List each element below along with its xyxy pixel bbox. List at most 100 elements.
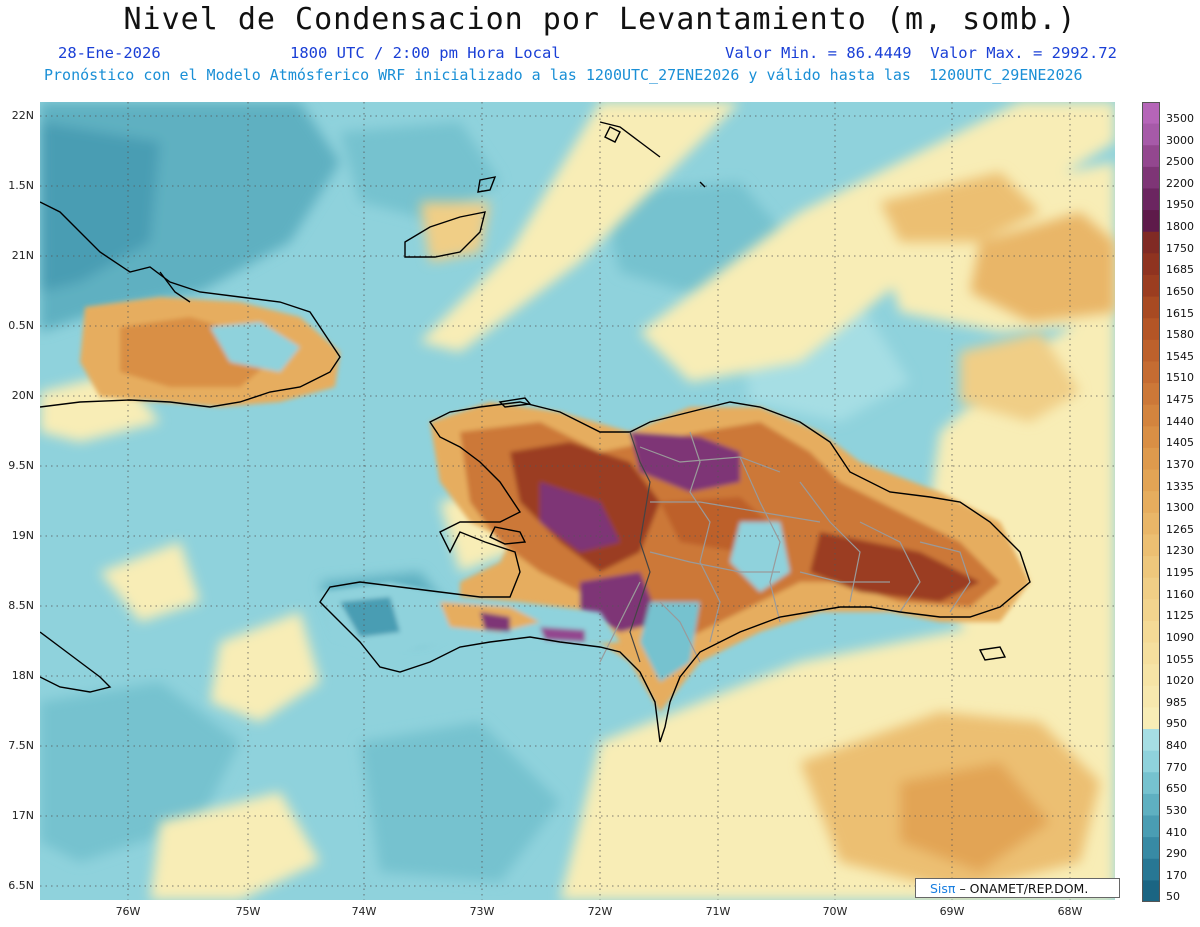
legend-level-label: 2500: [1166, 155, 1194, 169]
legend-level-label: 1950: [1166, 198, 1194, 212]
legend-level-label: 950: [1166, 717, 1187, 731]
lat-label-8: 18N: [11, 669, 34, 682]
legend-level-label: 410: [1166, 825, 1187, 839]
legend-swatch: [1142, 210, 1160, 233]
legend-swatch: [1142, 707, 1160, 730]
southern-peninsula-region: [320, 582, 620, 662]
grid-lines: [40, 102, 1115, 900]
lat-label-1: 1.5N: [8, 179, 34, 192]
legend-swatch: [1142, 599, 1160, 622]
legend-swatch: [1142, 145, 1160, 168]
credit-box: Sisπ – ONAMET/REP.DOM.: [915, 878, 1120, 898]
legend-level-label: 1195: [1166, 566, 1194, 580]
legend-level-label: 1510: [1166, 371, 1194, 385]
min-max-values: Valor Min. = 86.4449 Valor Max. = 2992.7…: [725, 44, 1117, 62]
legend-swatch: [1142, 339, 1160, 362]
legend-level-label: 1020: [1166, 674, 1194, 688]
legend-swatch: [1142, 447, 1160, 471]
lon-label-8: 68W: [1057, 905, 1083, 918]
legend-swatch: [1142, 512, 1160, 535]
legend-level-label: 1265: [1166, 522, 1194, 536]
legend-level-label: 1685: [1166, 263, 1194, 277]
legend-level-label: 1125: [1166, 609, 1194, 623]
legend-swatch: [1142, 664, 1160, 687]
lat-label-7: 8.5N: [8, 599, 34, 612]
haiti-dr-border: [629, 431, 651, 663]
legend-level-label: 1615: [1166, 306, 1194, 320]
legend-level-label: 840: [1166, 739, 1187, 753]
legend-level-label: 170: [1166, 868, 1187, 882]
legend-swatch: [1142, 404, 1160, 427]
legend-level-label: 1335: [1166, 479, 1194, 493]
legend-level-label: 2200: [1166, 176, 1194, 190]
legend-level-label: 985: [1166, 695, 1187, 709]
legend-swatch: [1142, 274, 1160, 298]
legend-swatch: [1142, 858, 1160, 881]
legend-swatch: [1142, 469, 1160, 492]
legend-swatch: [1142, 793, 1160, 817]
lat-label-0: 22N: [11, 109, 34, 122]
legend-swatch: [1142, 685, 1160, 708]
color-legend-bar: [1142, 102, 1160, 902]
lon-label-4: 72W: [587, 905, 613, 918]
legend-swatch: [1142, 750, 1160, 773]
legend-level-label: 1230: [1166, 544, 1194, 558]
lat-label-4: 20N: [11, 389, 34, 402]
legend-swatch: [1142, 772, 1160, 795]
lat-label-10: 17N: [11, 809, 34, 822]
legend-level-label: 1090: [1166, 630, 1194, 644]
legend-level-label: 1440: [1166, 414, 1194, 428]
lon-label-0: 76W: [115, 905, 141, 918]
legend-level-label: 1405: [1166, 436, 1194, 450]
lon-label-6: 70W: [822, 905, 848, 918]
legend-swatch: [1142, 318, 1160, 341]
lat-label-11: 6.5N: [8, 879, 34, 892]
model-info-line: Pronóstico con el Modelo Atmósferico WRF…: [44, 66, 1083, 84]
legend-border: [1142, 102, 1160, 902]
legend-level-label: 1800: [1166, 220, 1194, 234]
lat-label-3: 0.5N: [8, 319, 34, 332]
legend-level-label: 1055: [1166, 652, 1194, 666]
legend-swatch: [1142, 253, 1160, 276]
legend-level-label: 1160: [1166, 587, 1194, 601]
lon-label-3: 73W: [469, 905, 495, 918]
lon-label-2: 74W: [351, 905, 377, 918]
legend-swatch: [1142, 642, 1160, 665]
legend-level-label: 3500: [1166, 112, 1194, 125]
legend-swatch: [1142, 620, 1160, 644]
legend-swatch: [1142, 188, 1160, 211]
legend-level-label: 1475: [1166, 393, 1194, 407]
legend-swatch: [1142, 880, 1160, 902]
legend-swatch: [1142, 102, 1160, 125]
province-borders: [599, 431, 971, 663]
legend-level-label: 770: [1166, 760, 1187, 774]
lat-label-5: 9.5N: [8, 459, 34, 472]
legend-swatch: [1142, 577, 1160, 600]
legend-level-label: 1545: [1166, 349, 1194, 363]
legend-swatch: [1142, 361, 1160, 384]
legend-level-label: 290: [1166, 847, 1187, 861]
credit-org: – ONAMET/REP.DOM.: [959, 881, 1089, 896]
sispi-logo-text: Sisπ: [930, 881, 956, 896]
lat-label-9: 7.5N: [8, 739, 34, 752]
legend-swatch: [1142, 729, 1160, 752]
legend-level-label: 50: [1166, 890, 1180, 904]
coastlines: [40, 121, 1031, 743]
forecast-time: 1800 UTC / 2:00 pm Hora Local: [290, 44, 561, 62]
legend-level-label: 530: [1166, 803, 1187, 817]
lcl-map: [40, 102, 1115, 900]
lon-label-7: 69W: [939, 905, 965, 918]
legend-level-label: 650: [1166, 782, 1187, 796]
page-title: Nivel de Condensacion por Levantamiento …: [123, 2, 1077, 37]
legend-swatch: [1142, 837, 1160, 860]
legend-swatch: [1142, 556, 1160, 579]
legend-swatch: [1142, 123, 1160, 146]
legend-level-label: 1750: [1166, 241, 1194, 255]
lon-label-1: 75W: [235, 905, 261, 918]
legend-swatch: [1142, 383, 1160, 406]
legend-swatch: [1142, 296, 1160, 319]
legend-swatch: [1142, 491, 1160, 514]
lat-label-2: 21N: [11, 249, 34, 262]
ocean-orange-areas: [420, 172, 1115, 892]
forecast-date: 28-Ene-2026: [58, 44, 161, 62]
